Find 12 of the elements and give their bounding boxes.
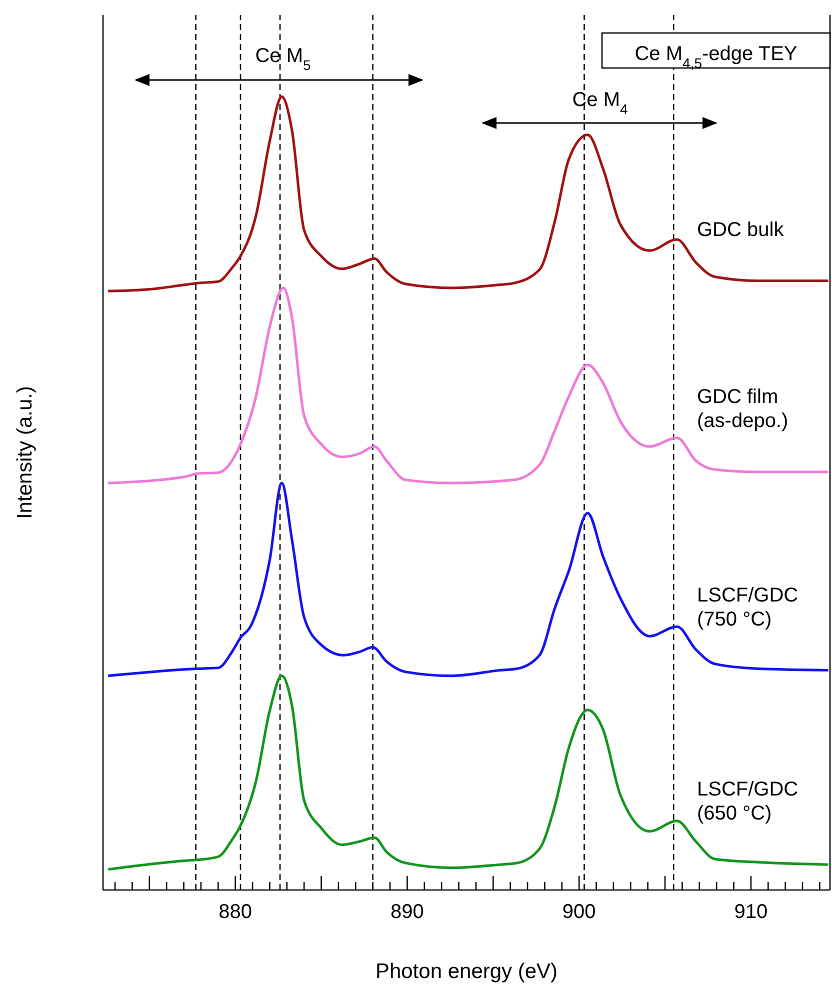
- series-label: LSCF/GDC (750 °C): [697, 584, 798, 630]
- series-label: LSCF/GDC (650 °C): [697, 778, 798, 825]
- x-tick-label: 900: [562, 901, 596, 923]
- x-axis-title: Photon energy (eV): [375, 960, 558, 983]
- series-label: GDC bulk: [697, 218, 785, 241]
- x-tick-label: 890: [390, 901, 424, 923]
- x-tick-label: 880: [218, 901, 252, 923]
- annotation: Ce M$_{4}$: [572, 89, 628, 117]
- series-label: GDC film (as-depo.): [697, 386, 788, 432]
- text: Ce M$_{5}$: [255, 45, 311, 73]
- y-axis-title: Intensity (a.u.): [13, 386, 36, 520]
- x-tick-label: 910: [734, 901, 768, 923]
